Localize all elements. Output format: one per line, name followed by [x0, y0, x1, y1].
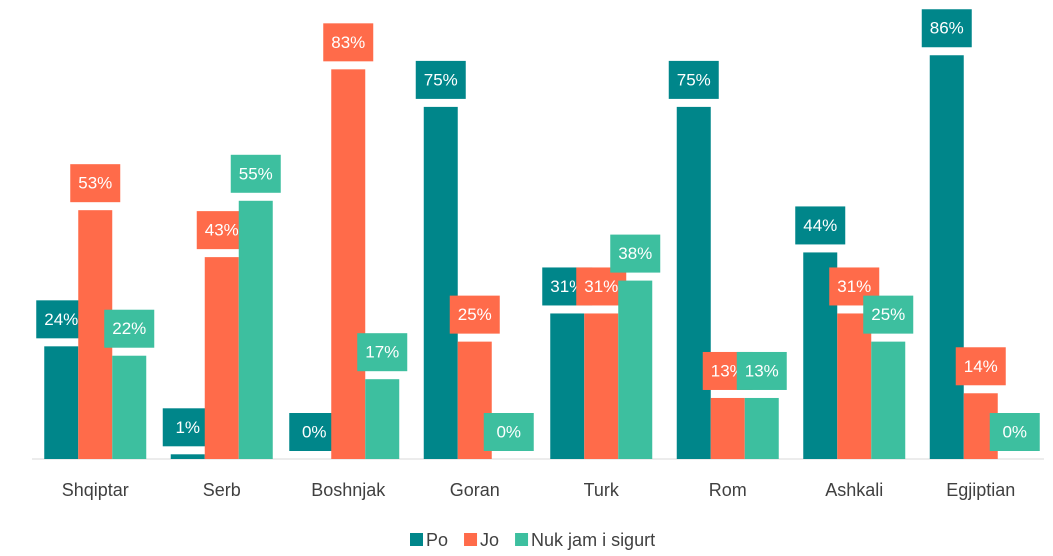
value-label: 75%: [424, 70, 458, 89]
value-label-box: [736, 351, 787, 390]
bar: [584, 313, 619, 459]
bar: [929, 55, 964, 460]
value-label-box: [449, 295, 500, 334]
legend-label: Jo: [480, 530, 499, 550]
value-label: 0%: [1002, 422, 1027, 441]
bar: [331, 69, 366, 459]
value-label: 24%: [44, 310, 78, 329]
bar: [204, 257, 239, 459]
value-label-box: [70, 164, 121, 203]
value-label: 13%: [745, 361, 779, 380]
value-label-box: [955, 347, 1006, 386]
value-label-box: [576, 267, 627, 306]
value-label-box: [863, 295, 914, 334]
value-label: 55%: [239, 164, 273, 183]
x-tick-label: Boshnjak: [311, 480, 386, 500]
value-label: 31%: [837, 277, 871, 296]
value-label: 75%: [677, 70, 711, 89]
value-label-box: [323, 23, 374, 62]
value-label: 0%: [302, 422, 327, 441]
value-label-box: [415, 60, 466, 99]
value-label: 31%: [584, 277, 618, 296]
legend-label: Po: [426, 530, 448, 550]
bar: [837, 313, 872, 459]
value-label: 22%: [112, 319, 146, 338]
bar: [423, 106, 458, 459]
bar: [710, 397, 745, 459]
bar: [365, 379, 400, 459]
legend-swatch: [410, 533, 423, 546]
bar: [170, 454, 205, 459]
value-label: 44%: [803, 216, 837, 235]
value-label-box: [989, 413, 1040, 451]
value-label-box: [668, 60, 719, 99]
legend-label: Nuk jam i sigurt: [531, 530, 655, 550]
value-label-box: [483, 413, 534, 451]
x-tick-label: Shqiptar: [62, 480, 129, 500]
value-label: 14%: [964, 357, 998, 376]
value-label-box: [610, 234, 661, 273]
value-label: 13%: [711, 361, 745, 380]
value-label: 38%: [618, 244, 652, 263]
x-tick-label: Egjiptian: [946, 480, 1015, 500]
x-tick-label: Serb: [203, 480, 241, 500]
value-label-box: [36, 300, 87, 339]
bar: [44, 346, 79, 459]
bar: [871, 341, 906, 459]
value-label-box: [196, 211, 247, 250]
value-label-box: [104, 309, 155, 348]
bar: [550, 313, 585, 459]
legend-swatch: [515, 533, 529, 546]
x-tick-label: Goran: [450, 480, 500, 500]
value-label-box: [357, 333, 408, 372]
bar: [112, 355, 147, 459]
value-label: 25%: [458, 305, 492, 324]
value-label: 83%: [331, 33, 365, 52]
bar: [238, 200, 273, 459]
value-label-box: [162, 408, 213, 447]
value-label: 86%: [930, 19, 964, 38]
x-tick-label: Rom: [709, 480, 747, 500]
value-label-box: [921, 9, 972, 48]
bar: [618, 280, 653, 459]
value-label: 31%: [550, 277, 584, 296]
value-label: 0%: [496, 422, 521, 441]
value-label: 53%: [78, 174, 112, 193]
x-tick-label: Ashkali: [825, 480, 883, 500]
value-label: 17%: [365, 343, 399, 362]
bar: [744, 397, 779, 459]
value-label: 1%: [175, 418, 200, 437]
bar: [676, 106, 711, 459]
value-label: 25%: [871, 305, 905, 324]
legend-swatch: [464, 533, 478, 546]
value-label-box: [289, 413, 340, 451]
x-tick-label: Turk: [584, 480, 620, 500]
value-label: 43%: [205, 221, 239, 240]
value-label-box: [230, 154, 281, 193]
value-label-box: [795, 206, 846, 245]
